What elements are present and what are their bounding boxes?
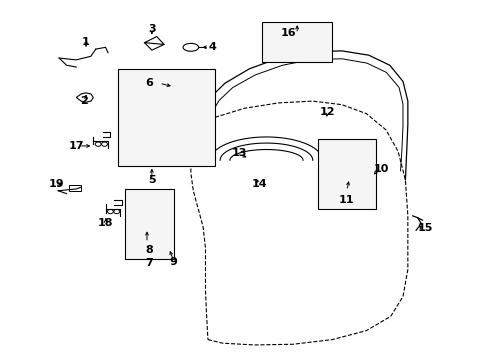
Text: 2: 2 <box>80 96 87 106</box>
Text: 4: 4 <box>208 42 216 52</box>
Text: 9: 9 <box>169 257 177 267</box>
Text: 11: 11 <box>339 195 354 205</box>
Text: 12: 12 <box>319 107 334 117</box>
Text: 7: 7 <box>145 258 153 268</box>
Text: 8: 8 <box>145 245 153 255</box>
Text: 10: 10 <box>372 164 388 174</box>
Bar <box>125 189 173 259</box>
Text: 14: 14 <box>251 179 266 189</box>
Text: 3: 3 <box>148 24 155 35</box>
Bar <box>261 22 331 62</box>
Text: 18: 18 <box>98 218 113 228</box>
Bar <box>118 69 215 166</box>
Text: 6: 6 <box>145 78 153 88</box>
Text: 19: 19 <box>49 179 64 189</box>
Bar <box>317 139 375 209</box>
Text: 13: 13 <box>231 148 247 158</box>
Text: 5: 5 <box>148 175 155 185</box>
Text: 17: 17 <box>68 141 84 151</box>
Text: 16: 16 <box>280 28 296 38</box>
Bar <box>69 185 81 192</box>
Text: 1: 1 <box>82 37 90 47</box>
Text: 15: 15 <box>416 224 432 233</box>
